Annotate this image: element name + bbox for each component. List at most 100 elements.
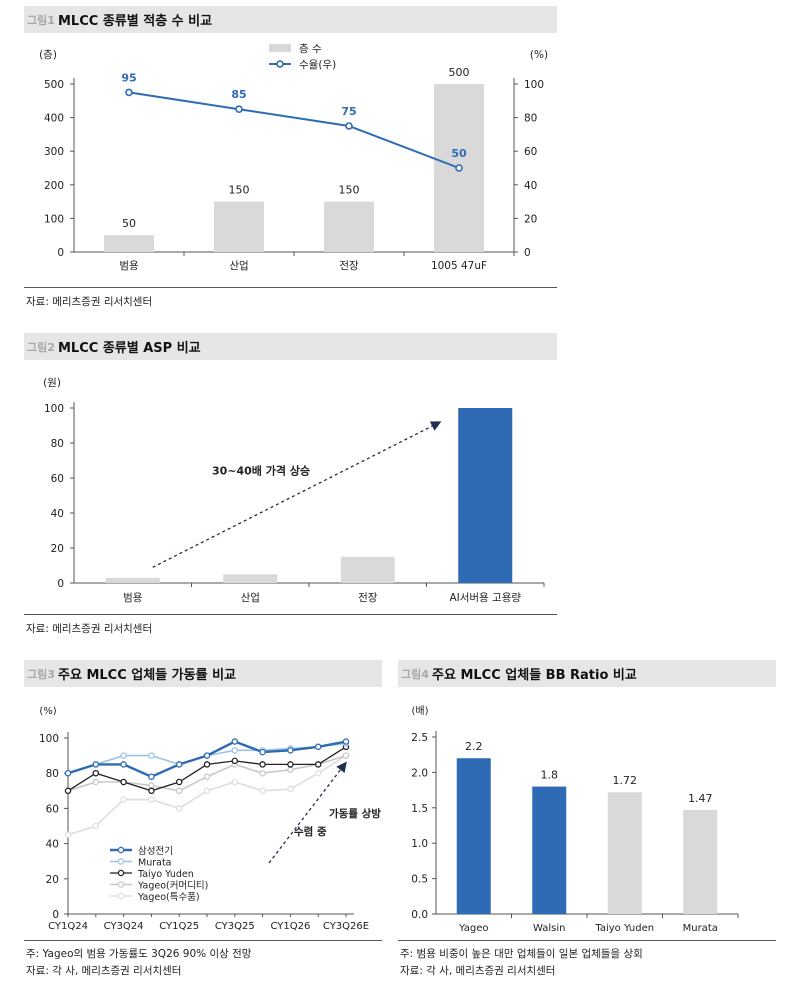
legend-label-line: 수율(우) xyxy=(299,59,336,71)
y-tick-label: 40 xyxy=(51,508,64,520)
line-point xyxy=(175,778,183,786)
y-tick-right-label: 0 xyxy=(524,247,531,259)
legend-marker xyxy=(117,869,125,877)
line-value-label: 85 xyxy=(231,88,246,101)
line-point xyxy=(92,769,100,777)
line-point xyxy=(342,752,350,759)
line-point xyxy=(287,785,294,793)
legend-swatch-bar xyxy=(269,44,291,52)
figure4-note: 주: 범용 비중이 높은 대만 업체들이 일본 업체들을 상회 xyxy=(400,948,643,960)
y-tick-label: 0.5 xyxy=(411,874,428,886)
x-tick-label: 1005 47uF xyxy=(431,260,487,272)
line-point xyxy=(148,796,155,803)
figure3-title: 주요 MLCC 업체들 가동률 비교 xyxy=(58,668,237,683)
y-tick-left-label: 300 xyxy=(44,146,64,158)
figure2-source: 자료: 메리츠증권 리서치센터 xyxy=(26,623,153,635)
legend-marker xyxy=(117,846,125,854)
y-tick-label: 20 xyxy=(46,874,59,886)
annotation-price-rise: 30~40배 가격 상승 xyxy=(212,464,310,478)
figure1-source: 자료: 메리츠증권 리서치센터 xyxy=(26,296,153,308)
legend-label: Murata xyxy=(138,858,172,869)
line-point xyxy=(64,769,72,777)
x-tick-label: Walsin xyxy=(533,923,565,934)
y-tick-label: 60 xyxy=(51,473,64,485)
line-point xyxy=(314,743,322,751)
line-point xyxy=(287,766,294,773)
bar-value-label: 150 xyxy=(229,184,250,197)
bar-value-label: 1.72 xyxy=(613,774,638,787)
figure1-number: 그림1 xyxy=(27,14,55,27)
line-point xyxy=(120,796,127,803)
bar-value-label: 1.8 xyxy=(541,769,559,782)
bar xyxy=(458,408,513,583)
line-series xyxy=(67,754,347,792)
line-point xyxy=(92,822,100,830)
figure3-source: 자료: 각 사, 메리츠증권 리서치센터 xyxy=(26,965,182,977)
line-point xyxy=(235,105,243,113)
legend-swatch-marker xyxy=(276,60,284,68)
x-tick-label: 범용 xyxy=(119,260,139,272)
line-point xyxy=(231,757,239,765)
chart4-svg: (배) 0.0 0.5 1.0 1.5 2.0 2.5 2.2 Yageo 1.8 Walsin 1.… xyxy=(411,705,739,934)
y-tick-label: 0 xyxy=(57,578,64,590)
bar xyxy=(223,574,278,583)
line-point xyxy=(64,831,72,839)
line-point xyxy=(148,787,155,795)
legend-marker xyxy=(117,892,125,900)
y-tick-left-label: 0 xyxy=(57,247,64,259)
line-point xyxy=(203,761,211,768)
chart2-svg: (원) 0 20 40 60 80 100 범용 산업 전장 AI서버용 고용량 30~40배 가격 … xyxy=(43,377,545,604)
legend-label-bar: 층 수 xyxy=(299,43,322,55)
bar xyxy=(607,792,642,914)
legend-marker xyxy=(117,858,125,865)
annotation-line1: 가동률 상방 xyxy=(329,807,381,820)
line-point xyxy=(120,761,127,768)
y-tick-right-label: 40 xyxy=(524,180,537,192)
figure1-rule xyxy=(24,287,557,288)
figure3-number: 그림3 xyxy=(27,668,55,681)
y-tick-label: 2.0 xyxy=(411,767,428,779)
line-point xyxy=(203,787,211,795)
line-point xyxy=(259,761,266,768)
y-axis-label: (원) xyxy=(43,377,61,389)
x-tick-label: CY3Q24 xyxy=(104,921,144,932)
y-tick-label: 20 xyxy=(51,543,64,555)
line-value-label: 50 xyxy=(451,147,467,160)
bar-value-label: 2.2 xyxy=(465,740,483,753)
bar xyxy=(456,758,491,914)
y-tick-label: 100 xyxy=(39,733,59,745)
bar xyxy=(214,201,264,252)
figure2-number: 그림2 xyxy=(27,341,55,354)
figure1-title: MLCC 종류별 적층 수 비교 xyxy=(58,14,213,29)
line-point xyxy=(125,88,133,97)
line-point xyxy=(231,778,239,786)
x-tick-label: CY3Q26E xyxy=(323,921,369,932)
line-point xyxy=(455,164,463,172)
line-point xyxy=(175,761,183,768)
bar xyxy=(532,786,567,914)
x-tick-label: Taiyo Yuden xyxy=(594,923,654,934)
figure3-title-bar: 그림3 주요 MLCC 업체들 가동률 비교 xyxy=(24,660,382,687)
line-series-yield xyxy=(128,91,460,169)
x-tick-label: 산업 xyxy=(241,591,260,604)
line-point xyxy=(231,738,239,745)
line-point xyxy=(148,782,155,789)
legend-marker xyxy=(117,881,125,888)
y-tick-left-label: 200 xyxy=(44,180,64,192)
y-tick-label: 80 xyxy=(46,768,59,780)
x-tick-label: 산업 xyxy=(229,259,248,272)
bar-value-label: 500 xyxy=(449,66,470,79)
x-tick-label: CY3Q25 xyxy=(215,921,255,932)
bar xyxy=(324,201,374,252)
bar xyxy=(683,809,718,914)
bar xyxy=(105,577,160,583)
line-point xyxy=(231,747,239,754)
y-tick-right-label: 100 xyxy=(524,79,544,91)
annotation-line2: 수렴 중 xyxy=(294,825,327,838)
line-point xyxy=(92,761,100,768)
bar-value-label: 150 xyxy=(339,184,360,197)
y-axis-left-label: (층) xyxy=(39,49,57,61)
bar-value-label: 1.47 xyxy=(688,792,713,805)
figure4-source: 자료: 각 사, 메리츠증권 리서치센터 xyxy=(400,965,556,977)
x-tick-label: AI서버용 고용량 xyxy=(449,592,521,604)
